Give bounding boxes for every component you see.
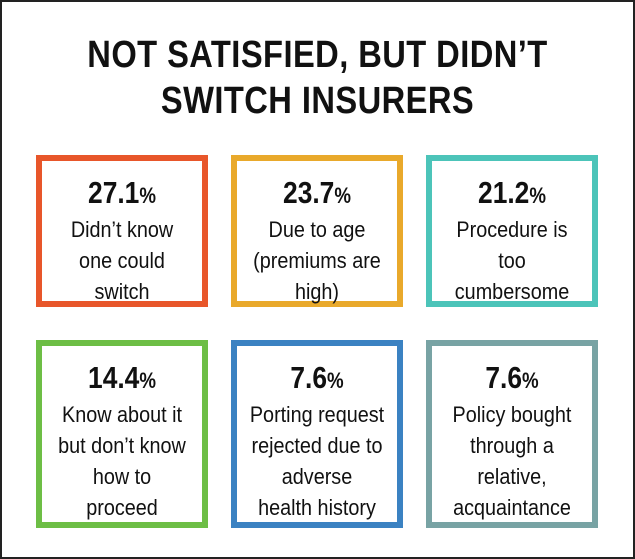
reason-description: Procedure is too cumbersome bbox=[454, 217, 570, 304]
reason-percentage: 21.2% bbox=[478, 175, 546, 210]
reason-card-due-to-age: 23.7% Due to age (premiums are high) bbox=[231, 155, 403, 307]
reason-card-dont-know-how: 14.4% Know about it but don’t know how t… bbox=[36, 340, 208, 528]
title-line-2: SWITCH INSURERS bbox=[160, 80, 475, 122]
infographic-title: NOT SATISFIED, BUT DIDN’T SWITCH INSURER… bbox=[46, 32, 589, 124]
title-line-1: NOT SATISFIED, BUT DIDN’T bbox=[87, 34, 548, 76]
reason-description: Policy bought through a relative, acquai… bbox=[452, 402, 572, 520]
reason-percentage: 7.6% bbox=[485, 360, 539, 395]
reason-description: Know about it but don’t know how to proc… bbox=[58, 402, 186, 520]
reason-card-porting-rejected: 7.6% Porting request rejected due to adv… bbox=[231, 340, 403, 528]
reason-card-bought-through-relative: 7.6% Policy bought through a relative, a… bbox=[426, 340, 598, 528]
reason-percentage: 27.1% bbox=[88, 175, 156, 210]
reason-card-didnt-know: 27.1% Didn’t know one could switch bbox=[36, 155, 208, 307]
reason-description: Porting request rejected due to adverse … bbox=[249, 402, 385, 520]
reason-card-cumbersome: 21.2% Procedure is too cumbersome bbox=[426, 155, 598, 307]
reason-percentage: 14.4% bbox=[88, 360, 156, 395]
reason-percentage: 7.6% bbox=[290, 360, 344, 395]
reason-description: Didn’t know one could switch bbox=[70, 217, 174, 304]
reason-percentage: 23.7% bbox=[283, 175, 351, 210]
reason-description: Due to age (premiums are high) bbox=[253, 217, 381, 304]
